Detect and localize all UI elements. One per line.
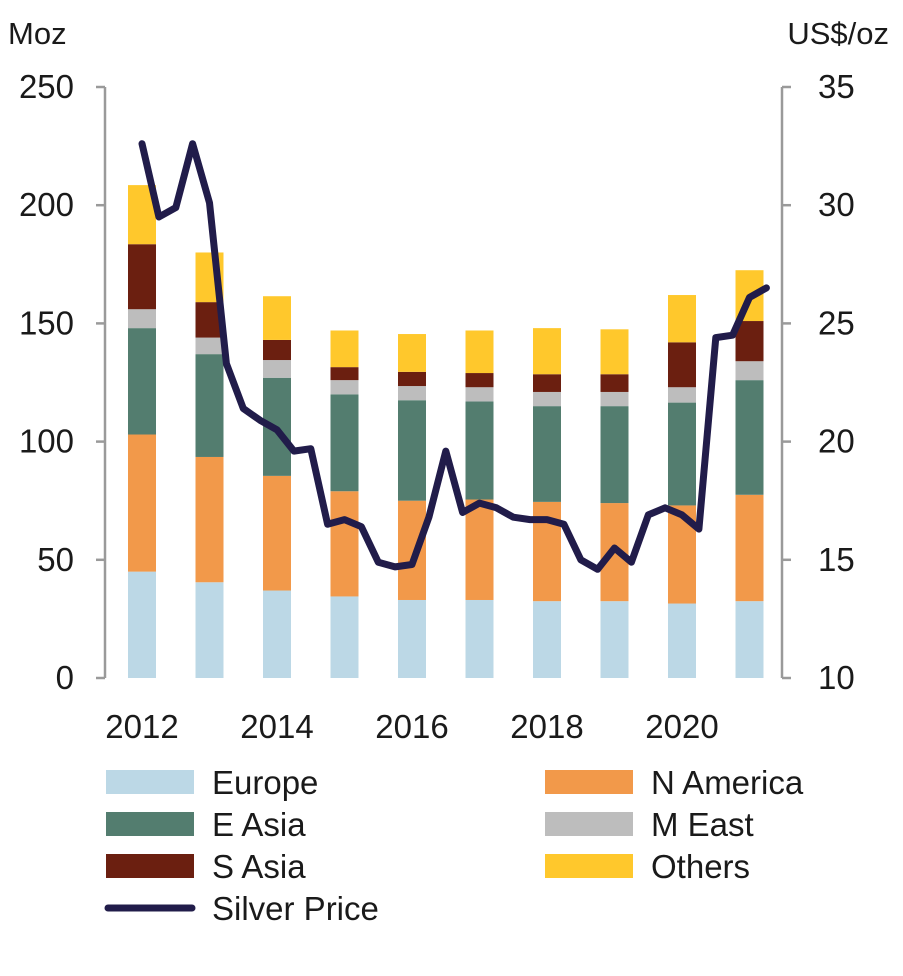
bar-n-america-2015 bbox=[330, 491, 359, 597]
bar-n-america-2016 bbox=[398, 500, 426, 600]
right-tick-label: 20 bbox=[818, 423, 855, 460]
legend: Europe N America E Asia M East S Asia Others S… bbox=[104, 764, 804, 927]
bar-s-asia-2021 bbox=[735, 321, 764, 362]
bar-europe-2019 bbox=[600, 601, 629, 678]
left-tick-label: 100 bbox=[19, 423, 74, 460]
right-tick-label: 25 bbox=[818, 304, 855, 341]
bars bbox=[128, 185, 764, 678]
bar-e-asia-2012 bbox=[128, 328, 156, 435]
right-tick-label: 10 bbox=[818, 659, 855, 696]
x-tick-label: 2014 bbox=[240, 708, 313, 745]
bar-europe-2014 bbox=[263, 590, 291, 678]
bar-m-east-2019 bbox=[600, 391, 629, 407]
bar-m-east-2016 bbox=[398, 386, 426, 401]
bar-s-asia-2012 bbox=[128, 244, 156, 310]
bar-e-asia-2015 bbox=[330, 394, 359, 492]
legend-swatch-e-asia bbox=[106, 812, 194, 836]
bar-n-america-2013 bbox=[195, 456, 224, 583]
bar-europe-2020 bbox=[668, 603, 696, 678]
right-tick-label: 15 bbox=[818, 541, 855, 578]
left-tick-label: 0 bbox=[56, 659, 74, 696]
bar-e-asia-2013 bbox=[195, 354, 224, 457]
bar-europe-2015 bbox=[330, 596, 359, 678]
silver-price-line-group bbox=[138, 140, 770, 573]
right-tick-label: 30 bbox=[818, 186, 855, 223]
bar-n-america-2017 bbox=[465, 499, 494, 600]
bar-s-asia-2020 bbox=[668, 342, 696, 388]
bar-m-east-2018 bbox=[533, 391, 561, 407]
bar-m-east-2014 bbox=[263, 360, 291, 378]
silver-price-line bbox=[138, 140, 770, 573]
bar-others-2017 bbox=[465, 330, 494, 374]
bar-others-2016 bbox=[398, 334, 426, 372]
bar-m-east-2020 bbox=[668, 387, 696, 403]
bar-m-east-2017 bbox=[465, 387, 494, 402]
bar-s-asia-2016 bbox=[398, 371, 426, 387]
left-axis-unit: Moz bbox=[8, 16, 67, 51]
bar-m-east-2015 bbox=[330, 380, 359, 395]
bar-s-asia-2015 bbox=[330, 367, 359, 381]
bar-europe-2017 bbox=[465, 599, 494, 678]
bar-n-america-2014 bbox=[263, 475, 291, 591]
legend-label-europe: Europe bbox=[212, 764, 318, 801]
bar-m-east-2013 bbox=[195, 337, 224, 355]
bar-e-asia-2021 bbox=[735, 380, 764, 495]
legend-label-silver-price: Silver Price bbox=[212, 890, 379, 927]
x-tick-label: 2012 bbox=[105, 708, 178, 745]
left-tick-label: 150 bbox=[19, 304, 74, 341]
left-tick-label: 50 bbox=[37, 541, 74, 578]
bar-e-asia-2018 bbox=[533, 406, 561, 502]
bar-m-east-2021 bbox=[735, 361, 764, 381]
bar-n-america-2021 bbox=[735, 494, 764, 602]
legend-label-e-asia: E Asia bbox=[212, 806, 306, 843]
bar-others-2018 bbox=[533, 328, 561, 375]
x-tick-label: 2016 bbox=[375, 708, 448, 745]
legend-swatch-others bbox=[545, 854, 633, 878]
legend-swatch-europe bbox=[106, 770, 194, 794]
bar-others-2020 bbox=[668, 295, 696, 343]
bar-europe-2018 bbox=[533, 601, 561, 678]
bar-europe-2016 bbox=[398, 599, 426, 678]
legend-swatch-s-asia bbox=[106, 854, 194, 878]
bar-europe-2012 bbox=[128, 571, 156, 678]
bar-s-asia-2019 bbox=[600, 374, 629, 392]
bar-s-asia-2017 bbox=[465, 373, 494, 388]
bar-others-2019 bbox=[600, 329, 629, 375]
legend-swatch-n-america bbox=[545, 770, 633, 794]
axes: 0 50 100 150 200 250 10 15 20 25 30 35 Moz US$/oz 2012… bbox=[8, 16, 889, 745]
left-tick-label: 250 bbox=[19, 68, 74, 105]
left-tick-label: 200 bbox=[19, 186, 74, 223]
x-tick-label: 2018 bbox=[510, 708, 583, 745]
bar-europe-2021 bbox=[735, 601, 764, 678]
bar-e-asia-2017 bbox=[465, 401, 494, 500]
bar-m-east-2012 bbox=[128, 309, 156, 329]
right-tick-label: 35 bbox=[818, 68, 855, 105]
legend-label-m-east: M East bbox=[651, 806, 754, 843]
legend-label-s-asia: S Asia bbox=[212, 848, 306, 885]
bar-s-asia-2014 bbox=[263, 339, 291, 361]
bar-europe-2013 bbox=[195, 582, 224, 678]
legend-swatch-m-east bbox=[545, 812, 633, 836]
bar-e-asia-2019 bbox=[600, 406, 629, 504]
bar-e-asia-2020 bbox=[668, 402, 696, 506]
bar-others-2015 bbox=[330, 330, 359, 368]
bar-e-asia-2016 bbox=[398, 400, 426, 501]
legend-label-others: Others bbox=[651, 848, 750, 885]
legend-label-n-america: N America bbox=[651, 764, 804, 801]
bar-n-america-2012 bbox=[128, 434, 156, 572]
x-tick-label: 2020 bbox=[645, 708, 718, 745]
bar-s-asia-2018 bbox=[533, 374, 561, 392]
right-axis-unit: US$/oz bbox=[787, 16, 889, 51]
bar-others-2014 bbox=[263, 296, 291, 340]
